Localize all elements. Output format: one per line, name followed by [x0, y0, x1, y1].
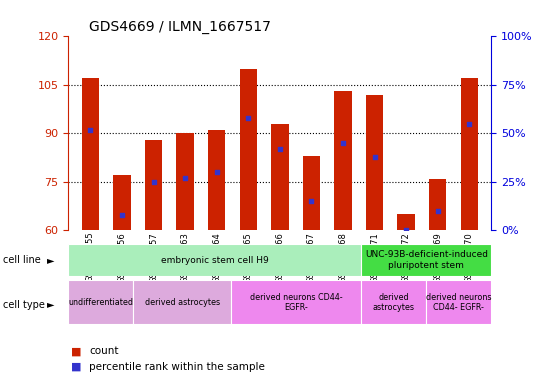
Point: [276, 146, 284, 152]
Bar: [429, 179, 447, 230]
Bar: [176, 134, 194, 230]
Bar: [113, 175, 130, 230]
Point: [465, 121, 474, 127]
Bar: [461, 78, 478, 230]
Bar: [231, 280, 361, 324]
Text: embryonic stem cell H9: embryonic stem cell H9: [161, 256, 269, 265]
Text: derived
astrocytes: derived astrocytes: [373, 293, 415, 312]
Text: GDS4669 / ILMN_1667517: GDS4669 / ILMN_1667517: [90, 20, 271, 34]
Point: [117, 212, 126, 218]
Text: undifferentiated: undifferentiated: [68, 298, 133, 307]
Text: count: count: [89, 346, 118, 356]
Bar: [361, 280, 426, 324]
Bar: [334, 91, 352, 230]
Text: ■: ■: [71, 346, 81, 356]
Point: [339, 140, 347, 146]
Bar: [145, 140, 162, 230]
Bar: [133, 280, 231, 324]
Bar: [366, 95, 383, 230]
Point: [244, 115, 253, 121]
Bar: [240, 69, 257, 230]
Text: derived neurons
CD44- EGFR-: derived neurons CD44- EGFR-: [426, 293, 491, 312]
Point: [434, 208, 442, 214]
Text: derived astrocytes: derived astrocytes: [145, 298, 219, 307]
Bar: [271, 124, 288, 230]
Point: [307, 198, 316, 204]
Text: cell line: cell line: [3, 255, 40, 265]
Bar: [426, 280, 491, 324]
Text: ►: ►: [47, 255, 55, 265]
Point: [370, 154, 379, 160]
Bar: [208, 130, 225, 230]
Text: derived neurons CD44-
EGFR-: derived neurons CD44- EGFR-: [250, 293, 342, 312]
Bar: [68, 280, 133, 324]
Bar: [397, 214, 415, 230]
Point: [149, 179, 158, 185]
Bar: [361, 244, 491, 276]
Text: percentile rank within the sample: percentile rank within the sample: [89, 362, 265, 372]
Text: ■: ■: [71, 362, 81, 372]
Text: UNC-93B-deficient-induced
pluripotent stem: UNC-93B-deficient-induced pluripotent st…: [365, 250, 488, 270]
Point: [212, 169, 221, 175]
Text: ►: ►: [47, 300, 55, 310]
Point: [181, 175, 189, 181]
Point: [86, 126, 94, 132]
Bar: [68, 244, 361, 276]
Point: [402, 227, 411, 233]
Text: cell type: cell type: [3, 300, 45, 310]
Bar: [82, 78, 99, 230]
Bar: [302, 156, 320, 230]
